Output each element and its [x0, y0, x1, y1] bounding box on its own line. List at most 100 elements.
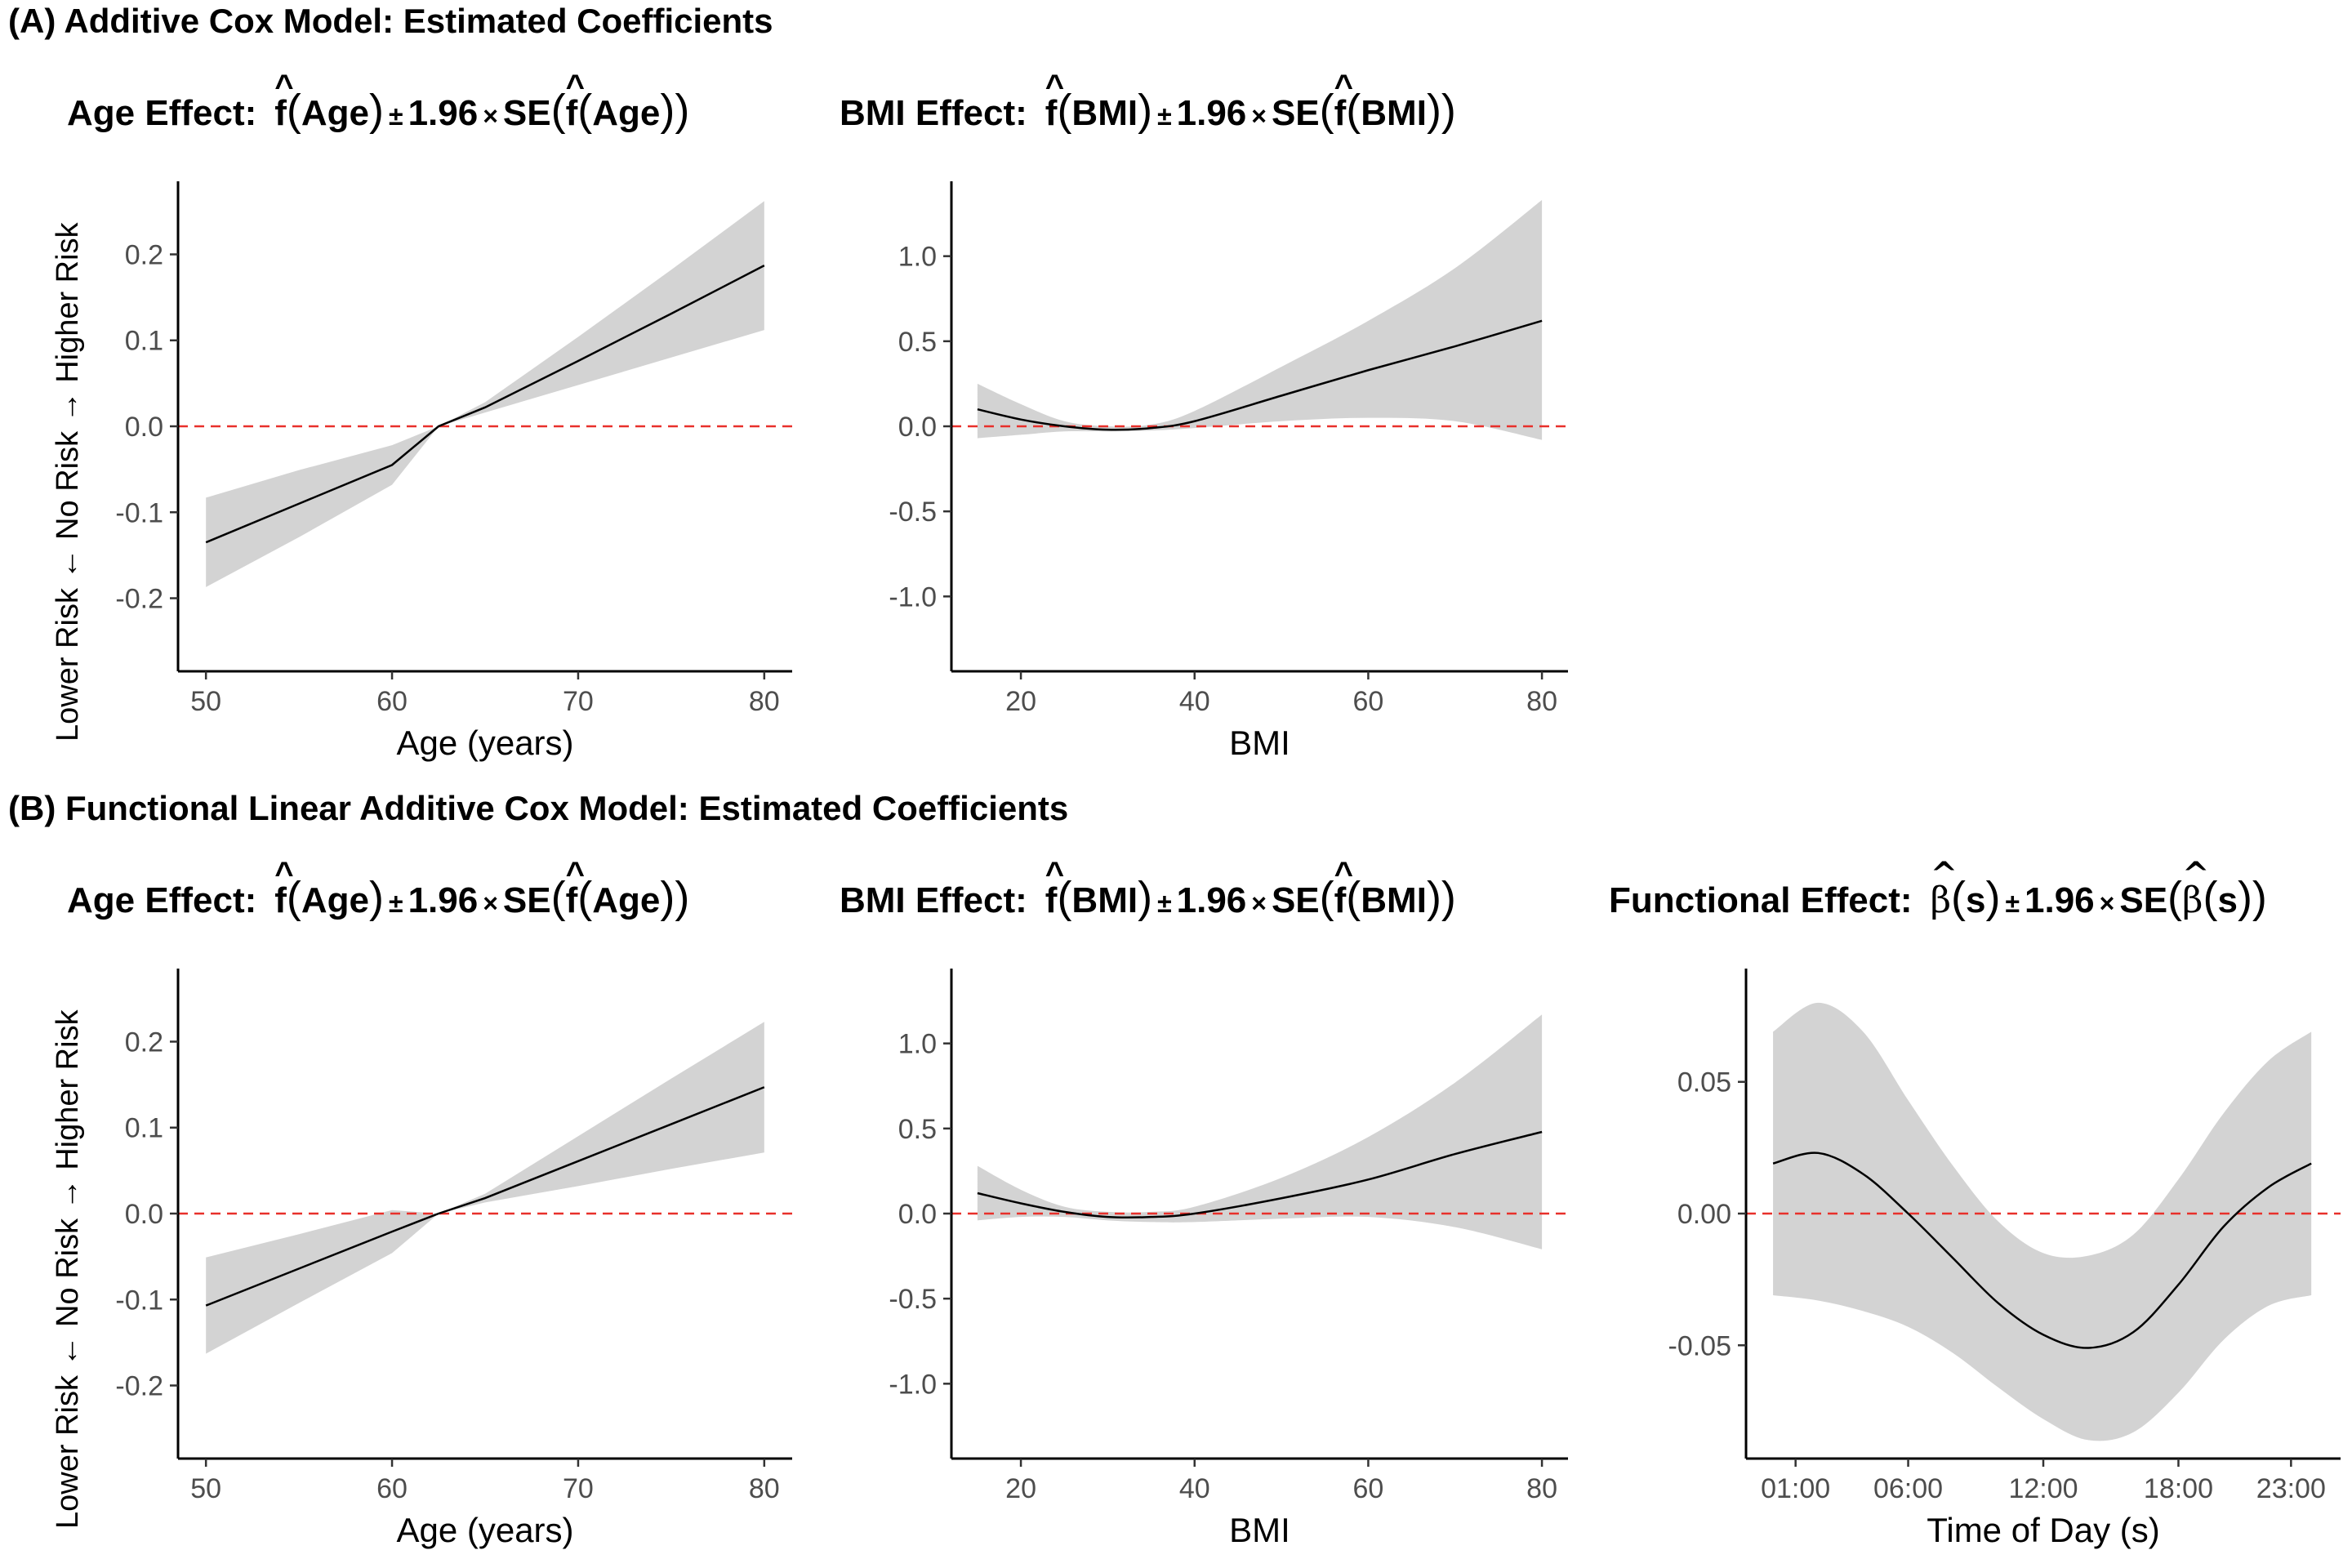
f-hat: f	[1045, 856, 1058, 921]
b-func-x-tick-label: 12:00	[2008, 1473, 2078, 1504]
b-age-x-tick-label: 70	[563, 1473, 594, 1504]
se: SE	[502, 93, 551, 133]
panel-title-label: Age Effect:	[67, 93, 257, 133]
panel-title-a-age: Age Effect:f(Age)±1.96×SE(f(Age))	[67, 69, 689, 136]
b-age-y-tick-label: -0.2	[115, 1371, 163, 1402]
b-bmi-estimate-line	[977, 1130, 1543, 1219]
times: ×	[1251, 101, 1267, 131]
f-hat: f	[1334, 856, 1347, 921]
b-func-x-tick-label: 06:00	[1873, 1473, 1943, 1504]
pm: ±	[2005, 889, 2020, 918]
times: ×	[483, 889, 498, 918]
a-age-y-tick-label: 0.0	[125, 412, 163, 443]
b-bmi-x-tick-label: 40	[1179, 1473, 1210, 1504]
a-bmi-x-axis-label: BMI	[1229, 724, 1290, 762]
arg: s	[2217, 880, 2238, 920]
a-bmi-x-tick-label: 40	[1179, 686, 1210, 717]
b-age-y-tick-label: 0.1	[125, 1113, 163, 1144]
beta-hat: β	[2182, 855, 2203, 921]
b-func-x-tick-label: 18:00	[2144, 1473, 2213, 1504]
a-bmi-y-tick-label: -0.5	[889, 497, 937, 528]
b-bmi-y-tick-label: -1.0	[889, 1369, 937, 1400]
a-age-estimate-line	[205, 265, 765, 544]
arg: Age	[592, 880, 661, 920]
b-age-x-tick-label: 80	[749, 1473, 780, 1504]
b-func-ci-ribbon	[1773, 1002, 2312, 1441]
b-bmi-y-tick-label: 0.5	[898, 1114, 937, 1145]
se: SE	[1271, 93, 1320, 133]
section-b-title: (B) Functional Linear Additive Cox Model…	[8, 789, 1069, 827]
b-bmi-x-tick-label: 80	[1526, 1473, 1557, 1504]
b-bmi-x-tick-label: 20	[1005, 1473, 1036, 1504]
a-age-y-tick-label: 0.1	[125, 326, 163, 357]
b-bmi-ci-ribbon	[977, 1014, 1543, 1250]
a-age-x-tick-label: 80	[749, 686, 780, 717]
times: ×	[2099, 889, 2115, 918]
arg: Age	[592, 93, 661, 133]
f-hat: f	[1334, 69, 1347, 134]
b-bmi-x-axis-label: BMI	[1229, 1511, 1290, 1549]
arg: BMI	[1361, 93, 1427, 133]
arg: BMI	[1361, 880, 1427, 920]
b-func-y-tick-label: 0.00	[1677, 1199, 1731, 1230]
a-age-y-tick-label: -0.1	[115, 497, 163, 528]
a-age-x-tick-label: 50	[190, 686, 221, 717]
a-bmi-x-tick-label: 20	[1005, 686, 1036, 717]
b-age-y-tick-label: 0.0	[125, 1199, 163, 1230]
a-bmi-y-tick-label: -1.0	[889, 581, 937, 612]
arg: Age	[301, 93, 370, 133]
z-value: 1.96	[1176, 880, 1247, 920]
a-bmi-x-tick-label: 60	[1353, 686, 1384, 717]
b-func-estimate-line	[1772, 1152, 2312, 1349]
b-func-y-tick-label: 0.05	[1677, 1067, 1731, 1098]
arg: s	[1965, 880, 1986, 920]
a-bmi-y-tick-label: 1.0	[898, 242, 937, 273]
z-value: 1.96	[408, 93, 479, 133]
b-func-x-axis-label: Time of Day (s)	[1927, 1511, 2159, 1549]
a-age-ci-ribbon	[206, 201, 764, 587]
se: SE	[1271, 880, 1320, 920]
arg: Age	[301, 880, 370, 920]
a-age-y-tick-label: 0.2	[125, 239, 163, 270]
panel-title-label: BMI Effect:	[840, 880, 1027, 920]
pm: ±	[1157, 101, 1172, 131]
b-age-ci-ribbon	[206, 1022, 764, 1354]
b-age-y-tick-label: 0.2	[125, 1027, 163, 1058]
se: SE	[502, 880, 551, 920]
b-age-x-tick-label: 50	[190, 1473, 221, 1504]
a-bmi-y-tick-label: 0.0	[898, 412, 937, 443]
pm: ±	[1157, 889, 1172, 918]
b-func-y-tick-label: -0.05	[1668, 1330, 1732, 1361]
panel-title-b-func: Functional Effect:β(s)±1.96×SE(β(s))	[1609, 855, 2267, 923]
panel-title-b-age: Age Effect:f(Age)±1.96×SE(f(Age))	[67, 856, 689, 923]
b-age-x-tick-label: 60	[376, 1473, 408, 1504]
z-value: 1.96	[1176, 93, 1247, 133]
a-bmi-estimate-line	[977, 319, 1543, 431]
z-value: 1.96	[408, 880, 479, 920]
times: ×	[483, 101, 498, 131]
panel-title-label: BMI Effect:	[840, 93, 1027, 133]
pm: ±	[389, 101, 403, 131]
f-hat: f	[1045, 69, 1058, 134]
panel-title-a-bmi: BMI Effect:f(BMI)±1.96×SE(f(BMI))	[840, 69, 1456, 136]
b-age-estimate-line	[205, 1086, 765, 1307]
b-bmi-y-tick-label: -0.5	[889, 1284, 937, 1315]
a-bmi-x-tick-label: 80	[1526, 686, 1557, 717]
f-hat: f	[274, 69, 287, 134]
pm: ±	[389, 889, 403, 918]
b-bmi-y-tick-label: 0.0	[898, 1199, 937, 1230]
a-age-x-axis-label: Age (years)	[396, 724, 573, 762]
arg: BMI	[1071, 93, 1138, 133]
f-hat: f	[566, 856, 578, 921]
a-bmi-y-tick-label: 0.5	[898, 327, 937, 358]
b-bmi-x-tick-label: 60	[1353, 1473, 1384, 1504]
a-bmi-ci-ribbon	[977, 199, 1543, 440]
panel-title-label: Age Effect:	[67, 880, 257, 920]
f-hat: f	[566, 69, 578, 134]
b-bmi-y-tick-label: 1.0	[898, 1029, 937, 1060]
a-age-x-tick-label: 60	[376, 686, 408, 717]
se: SE	[2119, 880, 2168, 920]
f-hat: f	[274, 856, 287, 921]
z-value: 1.96	[2025, 880, 2095, 920]
